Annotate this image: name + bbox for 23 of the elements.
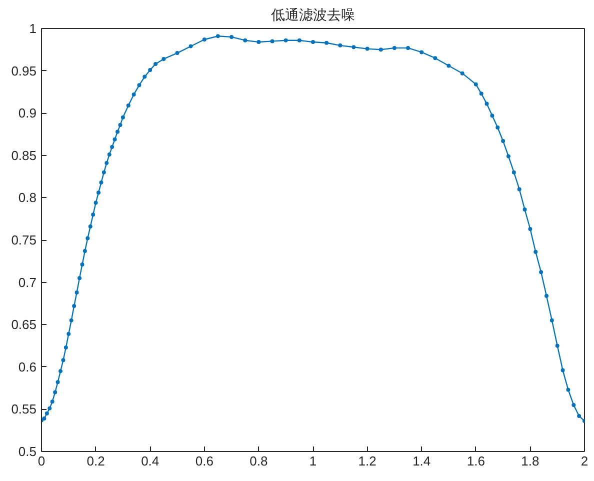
x-tick-label: 1.2 bbox=[358, 454, 376, 468]
x-tick-label: 1.4 bbox=[412, 454, 431, 468]
y-tick-label: 0.75 bbox=[11, 232, 37, 248]
y-tick-label: 0.95 bbox=[11, 63, 37, 78]
x-tick-label: 0.4 bbox=[141, 454, 160, 468]
x-tick-label: 1.6 bbox=[466, 454, 485, 468]
y-tick-label: 0.65 bbox=[11, 317, 37, 332]
x-tick-label: 0.2 bbox=[86, 454, 105, 468]
y-tick-label: 1 bbox=[29, 21, 37, 36]
x-tick-label: 0.8 bbox=[250, 454, 268, 468]
y-tick-label: 0.9 bbox=[18, 106, 37, 121]
x-tick-label: 1 bbox=[309, 454, 317, 468]
chart-title: 低通滤波去噪 bbox=[271, 8, 355, 24]
y-tick-label: 0.55 bbox=[11, 402, 37, 417]
y-tick-label: 0.5 bbox=[18, 444, 37, 459]
y-tick-label: 0.6 bbox=[18, 359, 37, 374]
y-tick-label: 0.85 bbox=[11, 148, 37, 163]
y-tick-label: 0.8 bbox=[18, 190, 37, 206]
x-tick-label: 1.8 bbox=[521, 454, 540, 468]
x-tick-label: 2 bbox=[580, 454, 588, 468]
y-tick-label: 0.7 bbox=[18, 274, 37, 290]
x-tick-label: 0.6 bbox=[195, 454, 214, 468]
x-tick-label: 0 bbox=[38, 454, 46, 468]
